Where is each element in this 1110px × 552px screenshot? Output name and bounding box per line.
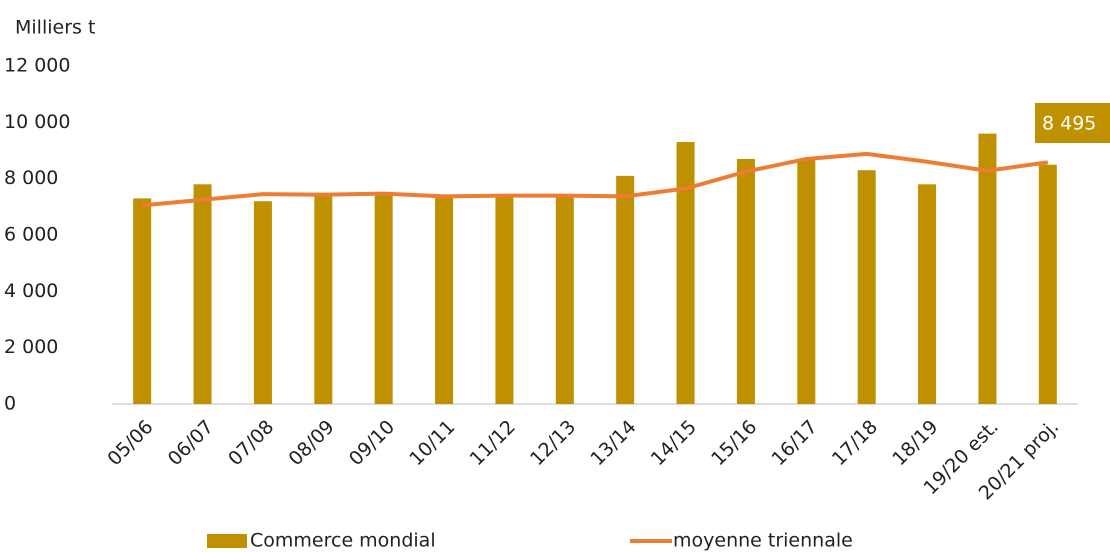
y-tick-label: 0 bbox=[4, 393, 16, 415]
bar bbox=[314, 192, 333, 404]
bar bbox=[495, 195, 514, 404]
x-tick-label: 07/08 bbox=[224, 416, 278, 470]
bar bbox=[253, 201, 272, 404]
bar bbox=[736, 158, 755, 404]
bar bbox=[676, 142, 695, 405]
bar bbox=[193, 184, 212, 404]
bar bbox=[1038, 164, 1057, 404]
x-tick-label: 18/19 bbox=[888, 416, 942, 470]
bar bbox=[978, 133, 997, 404]
x-tick-label: 13/14 bbox=[586, 416, 640, 470]
legend-swatch bbox=[207, 534, 247, 548]
bar bbox=[797, 158, 816, 404]
y-tick-label: 4 000 bbox=[4, 280, 58, 302]
legend-label: moyenne triennale bbox=[673, 530, 853, 552]
y-tick-label: 8 000 bbox=[4, 167, 58, 189]
bar bbox=[374, 192, 393, 404]
x-tick-label: 14/15 bbox=[647, 416, 701, 470]
x-tick-label: 11/12 bbox=[466, 416, 520, 470]
x-tick-label: 06/07 bbox=[164, 416, 218, 470]
bar bbox=[435, 195, 454, 404]
value-label: 8 495 bbox=[1042, 113, 1096, 135]
x-tick-label: 05/06 bbox=[103, 416, 157, 470]
bar bbox=[918, 184, 937, 404]
bar bbox=[133, 198, 152, 404]
x-tick-label: 17/18 bbox=[828, 416, 882, 470]
x-tick-label: 09/10 bbox=[345, 416, 399, 470]
y-tick-label: 10 000 bbox=[4, 111, 70, 133]
y-tick-label: 12 000 bbox=[4, 55, 70, 77]
legend-label: Commerce mondial bbox=[250, 530, 436, 552]
x-tick-label: 12/13 bbox=[526, 416, 580, 470]
bar bbox=[616, 175, 635, 404]
y-tick-label: 6 000 bbox=[4, 224, 58, 246]
bar bbox=[555, 195, 574, 404]
line bbox=[142, 151, 1049, 208]
x-tick-label: 10/11 bbox=[405, 416, 459, 470]
x-tick-label: 15/16 bbox=[707, 416, 761, 470]
bar bbox=[857, 170, 876, 404]
value-label-box bbox=[1035, 103, 1110, 143]
y-axis-label: Milliers t bbox=[15, 17, 95, 39]
x-tick-label: 08/09 bbox=[284, 416, 338, 470]
x-tick-label: 16/17 bbox=[767, 416, 821, 470]
y-tick-label: 2 000 bbox=[4, 336, 58, 358]
